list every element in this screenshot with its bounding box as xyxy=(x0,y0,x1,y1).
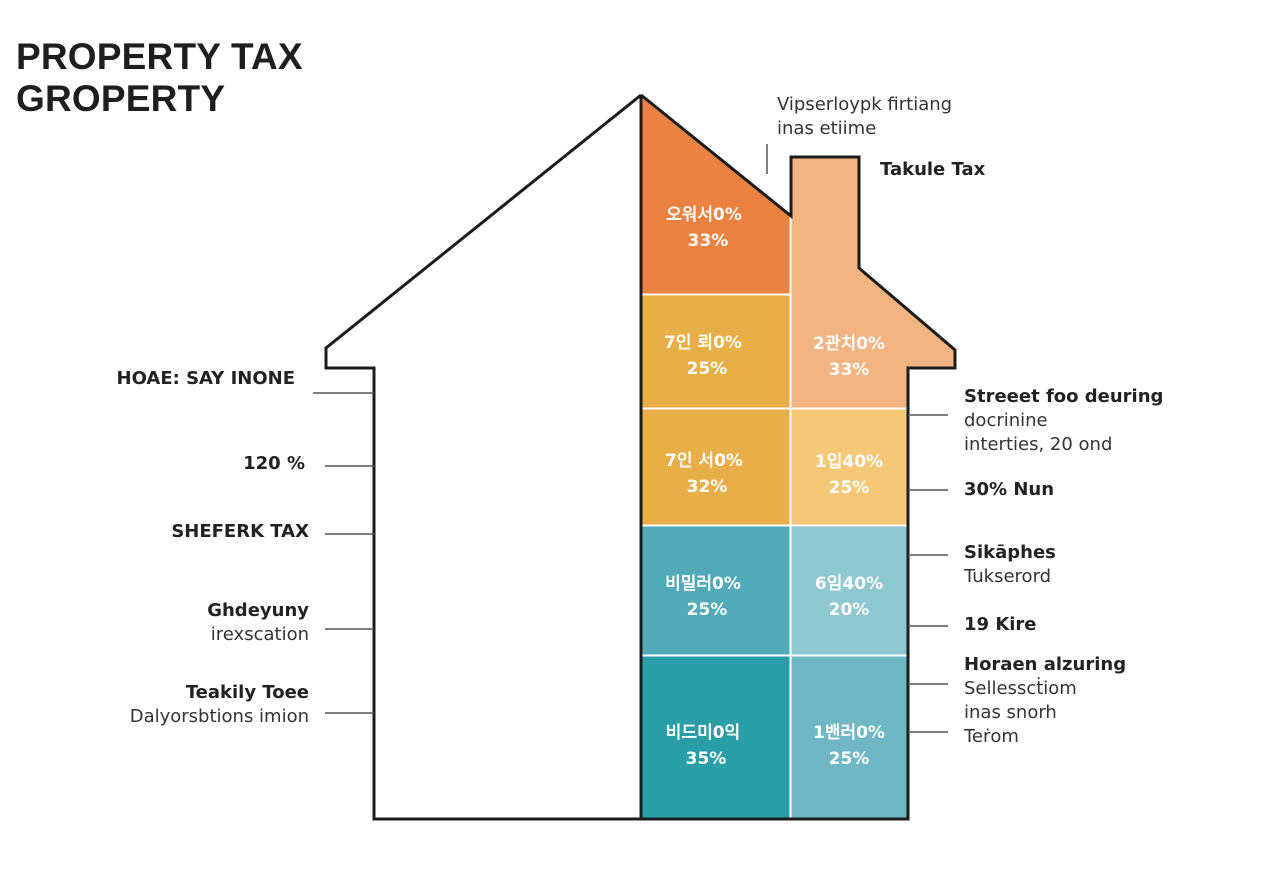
right-label-1: Takule Tax xyxy=(880,158,985,182)
segment-label-7a: 6임40% xyxy=(815,573,883,594)
right-label-5-title: 19 Kire xyxy=(964,614,1037,635)
page-title-line-1: PROPERTY TAX xyxy=(16,36,303,77)
segment-amber-1 xyxy=(641,295,790,408)
left-label-2: 120 % xyxy=(243,452,305,476)
right-label-6-sub: Sellesscṫiom xyxy=(964,678,1077,699)
top-note-line-1: Vipserloypk firtiang xyxy=(777,94,953,115)
segment-label-1a: 오워서0% xyxy=(666,205,742,225)
segment-roof-orange xyxy=(641,95,790,294)
segment-label-8b: 35% xyxy=(686,749,727,769)
segment-label-6b: 25% xyxy=(687,600,728,620)
left-label-1-title: HOAE: SAY INONE xyxy=(116,368,295,389)
right-label-6: Horaen alzuring Sellesscṫiom inas snorh … xyxy=(964,653,1126,749)
left-label-3-title: SHEFERK TAX xyxy=(171,521,309,542)
right-label-3-title: 30% Nun xyxy=(964,479,1055,500)
segment-grid xyxy=(641,95,955,819)
segment-label-3b: 33% xyxy=(829,360,870,380)
top-note-line-2: inas etiime xyxy=(777,118,877,139)
right-label-2-sub2: interties, 20 ond xyxy=(964,434,1113,455)
segment-label-2b: 25% xyxy=(687,359,728,379)
right-label-6-title: Horaen alzuring xyxy=(964,654,1127,675)
segment-label-6a: 비밀러0% xyxy=(665,573,741,594)
right-label-3: 30% Nun xyxy=(964,478,1054,502)
segment-label-8a: 비드미0익 xyxy=(666,723,740,743)
segment-label-5b: 25% xyxy=(829,478,870,498)
house-outline xyxy=(324,93,957,821)
segment-label-9a: 1밴러0% xyxy=(813,723,885,743)
left-label-4-sub: irexscation xyxy=(210,624,309,645)
segment-teal-dark xyxy=(641,656,790,819)
right-label-6-sub3: Teṙom xyxy=(964,726,1019,747)
segment-amber-2 xyxy=(641,409,790,525)
left-label-1: HOAE: SAY INONE xyxy=(117,367,295,391)
segment-label-2a: 7인 뢰0% xyxy=(664,333,742,353)
right-label-2-sub: docrinine xyxy=(964,410,1048,431)
left-label-5-sub: Dalyorsbtions imion xyxy=(129,706,309,727)
left-label-5: Teakily Toee Dalyorsbtions imion xyxy=(130,681,309,729)
segment-label-1b: 33% xyxy=(688,231,729,251)
right-label-4-sub: Tukserord xyxy=(964,566,1052,587)
right-label-5: 19 Kire xyxy=(964,613,1037,637)
right-label-2: Streeet foo deuring docrinine interties,… xyxy=(964,385,1163,457)
page-title-line-2: GROPERTY xyxy=(16,78,226,119)
segment-teal-pale xyxy=(791,526,908,655)
segment-label-9b: 25% xyxy=(829,749,870,769)
segment-label-7b: 20% xyxy=(829,600,870,620)
right-label-1-title: Takule Tax xyxy=(880,159,986,180)
segment-label-4b: 32% xyxy=(687,477,728,497)
segment-label-3a: 2관치0% xyxy=(813,334,885,354)
segment-label-5a: 1입40% xyxy=(815,452,883,472)
left-label-2-title: 120 % xyxy=(243,453,305,474)
left-label-4: Ghdeyuny irexscation xyxy=(207,599,309,647)
left-label-5-title: Teakily Toee xyxy=(185,682,309,703)
segment-teal-mid xyxy=(791,656,908,819)
left-label-4-title: Ghdeyuny xyxy=(207,600,309,621)
left-label-3: SHEFERK TAX xyxy=(171,520,309,544)
leader-lines xyxy=(313,144,948,733)
top-note: Vipserloypk firtiang inas etiime xyxy=(777,93,952,141)
segment-label-4a: 7인 서0% xyxy=(665,451,743,471)
segment-chimney-peach xyxy=(791,157,955,408)
right-label-2-title: Streeet foo deuring xyxy=(964,386,1164,407)
right-label-4-title: Sikāphes xyxy=(964,542,1056,563)
segment-amber-light xyxy=(791,409,908,525)
right-label-4: Sikāphes Tukserord xyxy=(964,541,1056,589)
right-label-6-sub2: inas snorh xyxy=(964,702,1057,723)
segment-teal-1 xyxy=(641,526,790,655)
